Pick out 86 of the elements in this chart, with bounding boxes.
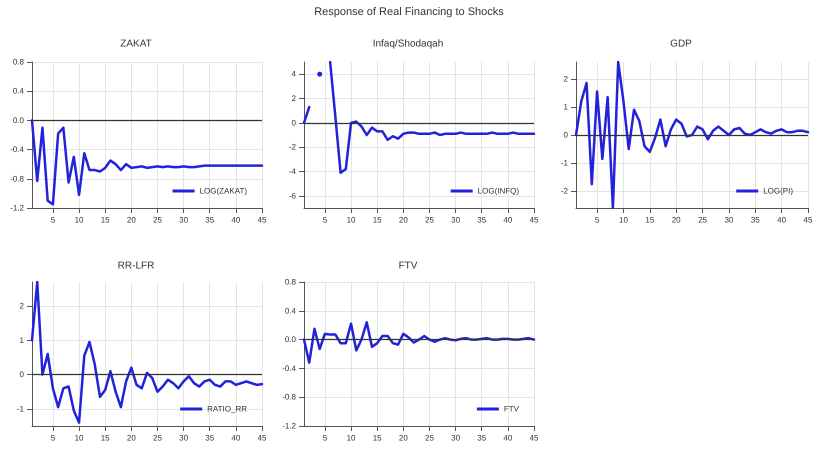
x-tick-label: 30 bbox=[724, 216, 734, 224]
y-tick-label: -2 bbox=[288, 142, 297, 152]
y-tick-label: -1 bbox=[16, 404, 25, 414]
legend-label: LOG(ZAKAT) bbox=[200, 186, 248, 196]
x-tick-label: 35 bbox=[750, 216, 760, 224]
y-tick-label: 0 bbox=[564, 130, 569, 140]
x-tick-label: 25 bbox=[425, 434, 434, 442]
x-tick-label: 15 bbox=[372, 216, 382, 224]
x-tick-label: 35 bbox=[477, 216, 487, 224]
y-tick-label: -1 bbox=[560, 158, 569, 168]
y-tick-label: 1 bbox=[564, 102, 569, 112]
x-tick-label: 45 bbox=[258, 434, 267, 442]
x-tick-label: 10 bbox=[74, 434, 84, 442]
x-tick-label: 25 bbox=[698, 216, 708, 224]
y-tick-label: -1.2 bbox=[10, 204, 25, 212]
legend-label: LOG(INFQ) bbox=[478, 186, 520, 196]
y-tick-label: 2 bbox=[20, 302, 25, 310]
x-tick-label: 10 bbox=[346, 216, 356, 224]
x-tick-label: 5 bbox=[594, 216, 600, 224]
text: Response of Real Financing to Shocks bbox=[313, 6, 505, 18]
y-tick-label: -0.8 bbox=[282, 392, 297, 402]
legend-label: RATIO_RR bbox=[207, 404, 248, 414]
x-tick-label: 10 bbox=[619, 216, 628, 224]
x-tick-label: 20 bbox=[126, 216, 136, 224]
x-tick-label: 45 bbox=[804, 216, 813, 224]
x-tick-label: 15 bbox=[645, 216, 655, 224]
x-tick-label: 45 bbox=[530, 434, 539, 442]
y-tick-label: 0.4 bbox=[284, 306, 297, 316]
y-tick-label: 2 bbox=[292, 94, 297, 103]
chart-title: GDP bbox=[670, 38, 692, 50]
x-tick-label: 5 bbox=[50, 216, 56, 224]
chart-title: FTV bbox=[398, 260, 418, 272]
x-tick-label: 40 bbox=[231, 434, 241, 442]
y-tick-label: 4 bbox=[292, 70, 297, 79]
x-tick-label: 45 bbox=[258, 216, 267, 224]
x-tick-label: 5 bbox=[322, 216, 328, 224]
x-tick-label: 20 bbox=[126, 434, 136, 442]
x-tick-label: 30 bbox=[179, 216, 189, 224]
y-tick-label: -2 bbox=[560, 186, 569, 196]
x-tick-label: 10 bbox=[74, 216, 84, 224]
chart-title: ZAKAT bbox=[120, 38, 152, 50]
x-tick-label: 30 bbox=[179, 434, 189, 442]
x-tick-label: 20 bbox=[398, 216, 408, 224]
y-tick-label: 2 bbox=[564, 74, 569, 84]
y-tick-label: 1 bbox=[20, 336, 25, 345]
legend-label: LOG(PI) bbox=[763, 186, 794, 196]
x-tick-label: 40 bbox=[777, 216, 787, 224]
y-tick-label: -1.2 bbox=[282, 422, 297, 430]
x-tick-label: 15 bbox=[100, 434, 110, 442]
y-tick-label: 0.8 bbox=[12, 58, 25, 66]
x-tick-label: 15 bbox=[372, 434, 382, 442]
x-tick-label: 40 bbox=[231, 216, 241, 224]
line-series bbox=[574, 60, 810, 210]
x-tick-label: 35 bbox=[205, 434, 215, 442]
x-tick-label: 40 bbox=[503, 216, 513, 224]
legend-label: FTV bbox=[504, 404, 520, 414]
y-tick-label: 0.4 bbox=[12, 86, 25, 96]
y-tick-label: 0.0 bbox=[284, 335, 297, 344]
x-tick-label: 30 bbox=[451, 216, 461, 224]
x-tick-label: 45 bbox=[530, 216, 539, 224]
chart-title: RR-LFR bbox=[118, 260, 154, 272]
y-tick-label: -6 bbox=[288, 191, 297, 200]
line-series bbox=[30, 119, 264, 206]
chart-title: Infaq/Shodaqah bbox=[372, 38, 444, 50]
y-tick-label: -4 bbox=[288, 167, 297, 176]
x-tick-label: 35 bbox=[477, 434, 487, 442]
x-tick-label: 5 bbox=[50, 434, 56, 442]
x-tick-label: 5 bbox=[322, 434, 328, 442]
x-tick-label: 20 bbox=[398, 434, 408, 442]
y-tick-label: 0.8 bbox=[284, 278, 297, 286]
x-tick-label: 25 bbox=[153, 216, 162, 224]
y-tick-label: -0.4 bbox=[10, 145, 25, 154]
x-tick-label: 25 bbox=[153, 434, 162, 442]
x-tick-label: 30 bbox=[451, 434, 461, 442]
x-tick-label: 20 bbox=[672, 216, 682, 224]
x-tick-label: 35 bbox=[205, 216, 215, 224]
x-tick-label: 15 bbox=[100, 216, 110, 224]
y-tick-label: -0.4 bbox=[282, 364, 297, 373]
y-tick-label: 0 bbox=[292, 118, 297, 128]
line-series bbox=[30, 280, 264, 424]
y-tick-label: -0.8 bbox=[10, 174, 25, 184]
x-tick-label: 40 bbox=[503, 434, 513, 442]
x-tick-label: 25 bbox=[425, 216, 434, 224]
y-tick-label: 0 bbox=[20, 370, 25, 380]
y-tick-label: 0.0 bbox=[12, 116, 25, 125]
x-tick-label: 10 bbox=[346, 434, 356, 442]
